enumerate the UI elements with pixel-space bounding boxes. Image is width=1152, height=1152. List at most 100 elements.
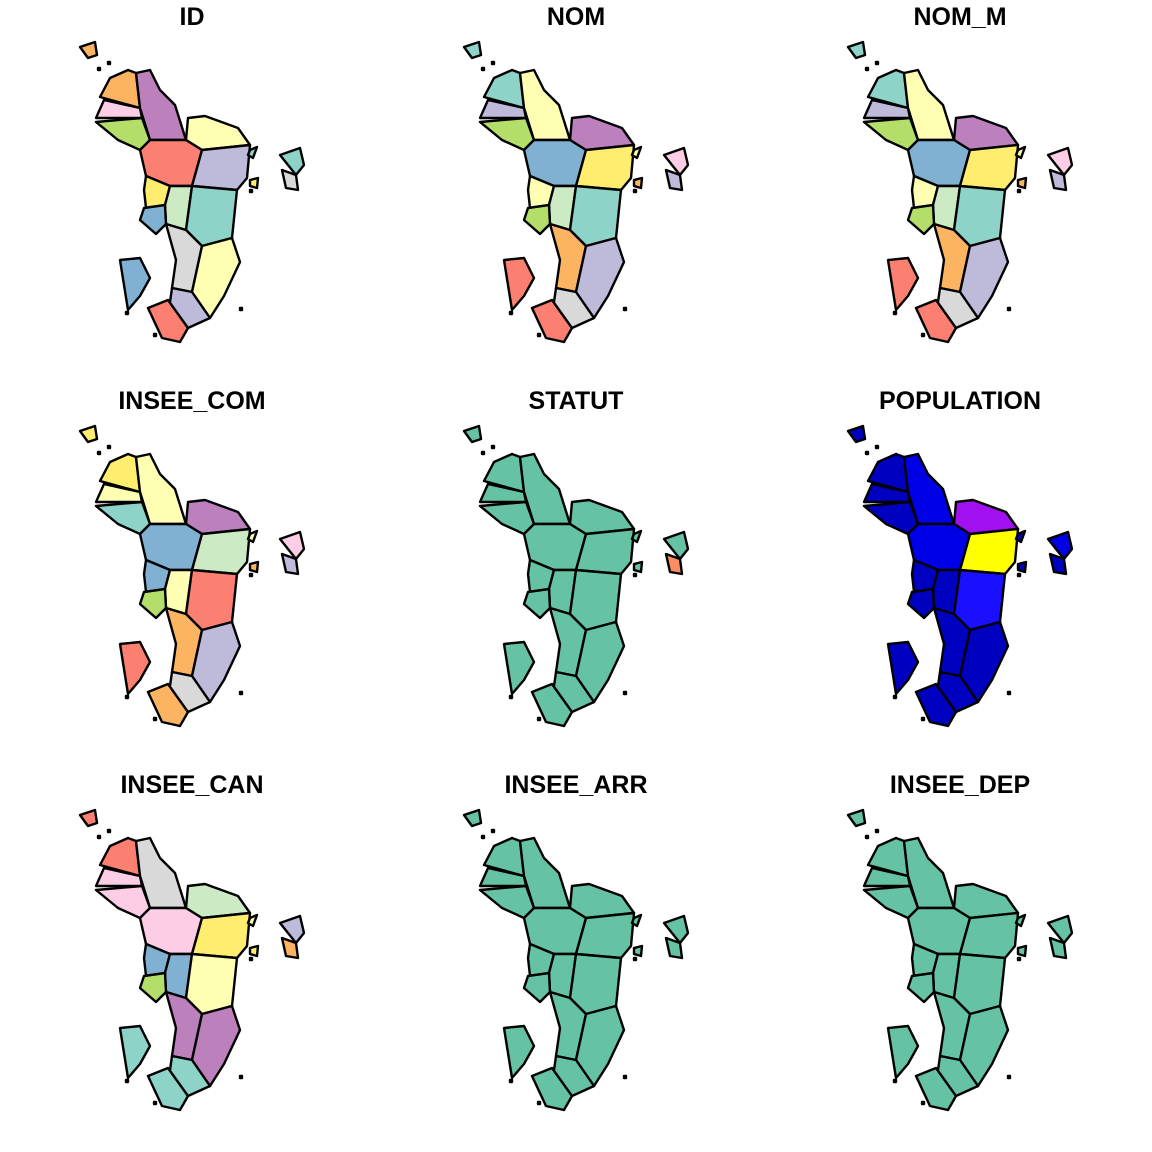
commune-polygon — [630, 529, 643, 544]
commune-polygon — [518, 836, 572, 910]
islet-mark — [96, 450, 102, 456]
commune-polygon — [846, 40, 867, 60]
islet-mark — [490, 60, 496, 66]
commune-polygon — [630, 913, 643, 928]
map-panel-insee-com: INSEE_COM — [0, 384, 384, 768]
islet-mark — [490, 444, 496, 450]
commune-polygon — [246, 145, 259, 160]
commune-polygon — [886, 1024, 920, 1080]
commune-polygon — [632, 176, 644, 190]
islet-mark — [508, 694, 514, 700]
commune-polygon — [280, 552, 300, 576]
commune-polygon — [146, 298, 190, 344]
commune-polygon — [246, 529, 259, 544]
commune-polygon — [1046, 914, 1074, 945]
commune-polygon — [630, 145, 643, 160]
islet-mark — [152, 332, 158, 338]
map-svg — [462, 808, 690, 1112]
islet-mark — [1006, 690, 1012, 696]
panel-title: POPULATION — [878, 387, 1042, 415]
commune-polygon — [902, 68, 956, 142]
commune-polygon — [478, 500, 536, 536]
commune-polygon — [662, 146, 690, 177]
islet-mark — [920, 332, 926, 338]
panel-title: NOM — [546, 3, 606, 31]
commune-polygon — [1014, 145, 1027, 160]
panel-title: INSEE_CAN — [120, 771, 264, 799]
islet-mark — [106, 444, 112, 450]
commune-polygon — [664, 168, 684, 192]
commune-polygon — [518, 68, 572, 142]
islet-mark — [892, 310, 898, 316]
map-panel-population: POPULATION — [768, 384, 1152, 768]
map-panel-insee-can: INSEE_CAN — [0, 768, 384, 1152]
commune-polygon — [280, 936, 300, 960]
islet-mark — [238, 306, 244, 312]
commune-polygon — [886, 640, 920, 696]
commune-polygon — [502, 256, 536, 312]
commune-polygon — [190, 143, 252, 192]
islet-mark — [622, 306, 628, 312]
islet-mark — [874, 444, 880, 450]
islet-mark — [536, 332, 542, 338]
islet-mark — [106, 828, 112, 834]
commune-polygon — [190, 527, 252, 576]
map-panel-statut: STATUT — [384, 384, 768, 768]
commune-polygon — [886, 256, 920, 312]
panel-title: STATUT — [528, 387, 624, 415]
islet-mark — [632, 188, 638, 194]
commune-polygon — [134, 68, 188, 142]
map-panel-nom: NOM — [384, 0, 768, 384]
commune-polygon — [958, 143, 1020, 192]
map-panel-id: ID — [0, 0, 384, 384]
islet-mark — [124, 1078, 130, 1084]
commune-polygon — [664, 552, 684, 576]
islet-mark — [892, 1078, 898, 1084]
islet-mark — [864, 450, 870, 456]
commune-polygon — [1046, 530, 1074, 561]
islet-mark — [480, 450, 486, 456]
commune-polygon — [632, 560, 644, 574]
panel-title: INSEE_COM — [118, 387, 266, 415]
commune-polygon — [248, 176, 260, 190]
commune-polygon — [478, 116, 536, 152]
commune-polygon — [78, 424, 99, 444]
panel-title: NOM_M — [913, 3, 1007, 31]
commune-polygon — [78, 40, 99, 60]
commune-polygon — [146, 682, 190, 728]
islet-mark — [96, 834, 102, 840]
islet-mark — [536, 1100, 542, 1106]
map-svg — [78, 808, 306, 1112]
islet-mark — [152, 716, 158, 722]
commune-polygon — [906, 971, 936, 1004]
commune-polygon — [94, 500, 152, 536]
commune-polygon — [1048, 936, 1068, 960]
map-svg — [78, 40, 306, 344]
islet-mark — [1016, 188, 1022, 194]
islet-mark — [864, 66, 870, 72]
commune-polygon — [78, 808, 99, 828]
commune-polygon — [118, 1024, 152, 1080]
commune-polygon — [862, 500, 920, 536]
commune-polygon — [118, 256, 152, 312]
islet-mark — [124, 694, 130, 700]
commune-polygon — [574, 911, 636, 960]
islet-mark — [622, 1074, 628, 1080]
panel-title: ID — [179, 3, 205, 31]
panel-title: INSEE_DEP — [889, 771, 1031, 799]
islet-mark — [480, 66, 486, 72]
commune-polygon — [190, 911, 252, 960]
commune-polygon — [478, 884, 536, 920]
islet-mark — [920, 1100, 926, 1106]
map-panel-insee-arr: INSEE_ARR — [384, 768, 768, 1152]
commune-polygon — [1046, 146, 1074, 177]
commune-polygon — [530, 1066, 574, 1112]
commune-polygon — [522, 203, 552, 236]
islet-mark — [1006, 1074, 1012, 1080]
commune-polygon — [846, 424, 867, 444]
commune-polygon — [664, 936, 684, 960]
islet-mark — [864, 834, 870, 840]
commune-polygon — [902, 836, 956, 910]
commune-polygon — [134, 836, 188, 910]
